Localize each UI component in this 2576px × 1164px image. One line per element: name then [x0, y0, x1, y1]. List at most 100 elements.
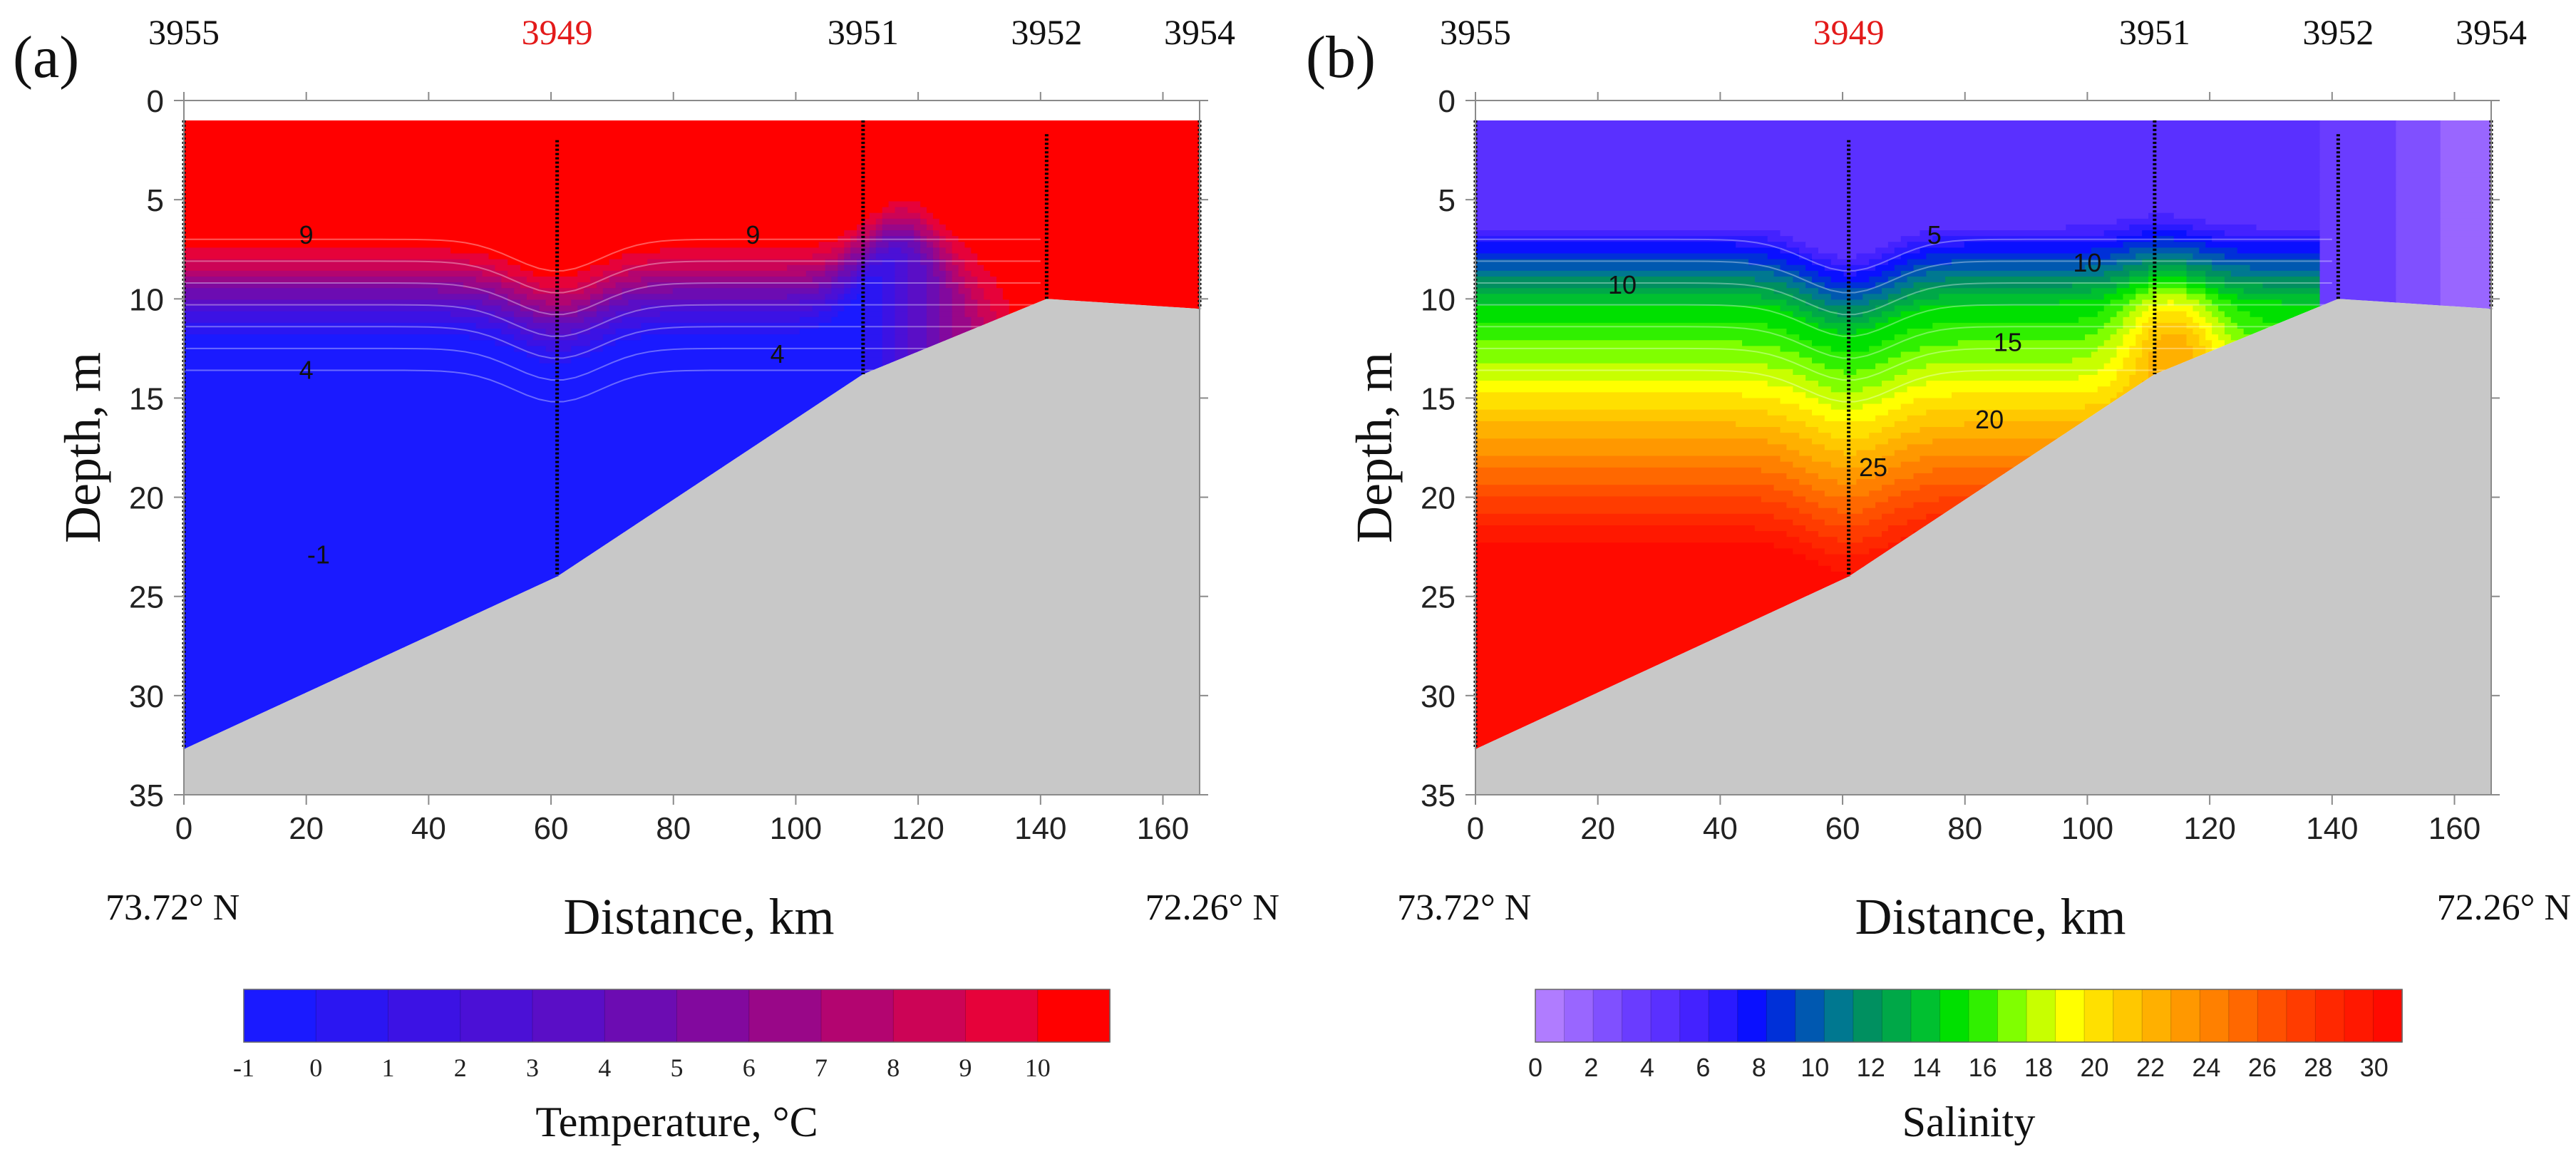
field-cell: [2440, 247, 2491, 254]
field-cell: [2396, 218, 2441, 225]
field-cell: [2440, 264, 2491, 272]
field-cell: [2212, 329, 2225, 336]
field-cell: [1475, 340, 1743, 347]
field-cell: [958, 288, 972, 295]
field-cell: [1475, 502, 1788, 509]
field-cell: [927, 236, 940, 243]
field-cell: [862, 316, 883, 324]
field-cell: [450, 311, 496, 318]
y-tick-label: 0: [147, 84, 164, 119]
field-cell: [875, 230, 883, 237]
field-cell: [850, 270, 858, 277]
field-cell: [831, 288, 845, 295]
field-cell: [2440, 224, 2491, 232]
field-cell: [1793, 276, 1813, 284]
field-cell: [1773, 288, 1800, 295]
field-cell: [1002, 294, 1200, 301]
field-cell: [1926, 363, 2105, 370]
field-cell: [1875, 264, 1895, 272]
y-tick-label: 20: [1421, 481, 1456, 516]
contour-label: -1: [307, 540, 330, 569]
field-cell: [2319, 247, 2397, 254]
field-cell: [2123, 363, 2137, 370]
field-cell: [895, 311, 909, 318]
field-cell: [862, 247, 870, 254]
field-cell: [2396, 125, 2441, 133]
field-cell: [2319, 155, 2397, 162]
field-cell: [184, 381, 864, 388]
field-cell: [1475, 490, 1794, 498]
field-cell: [609, 322, 642, 330]
field-cell: [895, 270, 909, 277]
field-cell: [184, 374, 864, 382]
field-cell: [1939, 294, 2105, 301]
field-cell: [2440, 138, 2491, 145]
field-cell: [1761, 467, 1807, 474]
field-cell: [2116, 236, 2155, 243]
field-cell: [984, 316, 997, 324]
field-cell: [799, 299, 826, 307]
field-cell: [184, 149, 1200, 156]
field-cell: [184, 577, 864, 584]
field-cell: [1812, 294, 1832, 301]
x-tick-label: 0: [175, 811, 192, 846]
field-cell: [850, 247, 864, 254]
field-cell: [1475, 513, 1775, 520]
field-cell: [831, 276, 839, 284]
field-cell: [2224, 311, 2251, 318]
contour-line: [1475, 347, 2332, 381]
field-cell: [1799, 305, 1819, 312]
field-cell: [2230, 299, 2283, 307]
field-cell: [844, 259, 858, 266]
x-tick-label: 100: [2061, 811, 2113, 846]
colorbar-swatch: [2314, 989, 2345, 1043]
field-cell: [1475, 177, 2321, 185]
field-cell: [1913, 299, 2061, 307]
field-cell: [545, 346, 572, 353]
field-cell: [2142, 329, 2150, 336]
field-cell: [584, 316, 604, 324]
field-cell: [508, 294, 527, 301]
x-tick-label: 40: [411, 811, 446, 846]
field-cell: [2205, 242, 2321, 249]
field-cell: [184, 329, 503, 336]
field-cell: [2440, 190, 2491, 197]
field-cell: [1475, 288, 1775, 295]
field-cell: [184, 282, 464, 289]
field-cell: [520, 299, 547, 307]
field-cell: [2224, 282, 2264, 289]
field-cell: [532, 311, 579, 318]
field-cell: [907, 329, 928, 336]
colorbar-tick-label: 5: [671, 1054, 684, 1082]
field-cell: [526, 340, 592, 347]
field-cell: [787, 264, 826, 272]
field-cell: [602, 288, 623, 295]
field-cell: [1875, 305, 1895, 312]
field-cell: [1863, 537, 1902, 544]
field-cell: [1894, 305, 1921, 312]
field-cell: [2129, 270, 2150, 277]
field-cell: [590, 340, 617, 347]
field-cell: [2396, 253, 2441, 260]
field-cell: [2123, 357, 2137, 364]
field-cell: [1786, 473, 1819, 480]
field-cell: [2123, 316, 2137, 324]
field-cell: [964, 305, 979, 312]
field-cell: [2396, 201, 2441, 208]
field-cell: [2186, 334, 2200, 341]
field-cell: [1900, 351, 2092, 359]
panel-label: (a): [13, 24, 79, 91]
field-cell: [2440, 294, 2491, 301]
field-cell: [2123, 264, 2150, 272]
field-cell: [932, 270, 947, 277]
field-cell: [920, 230, 934, 237]
field-cell: [2148, 305, 2194, 312]
x-tick-label: 140: [2306, 811, 2358, 846]
field-cell: [818, 288, 833, 295]
field-cell: [1475, 409, 1768, 416]
field-cell: [1830, 276, 1870, 284]
field-cell: [939, 329, 953, 336]
field-cell: [2103, 294, 2124, 301]
field-cell: [1475, 125, 2321, 133]
